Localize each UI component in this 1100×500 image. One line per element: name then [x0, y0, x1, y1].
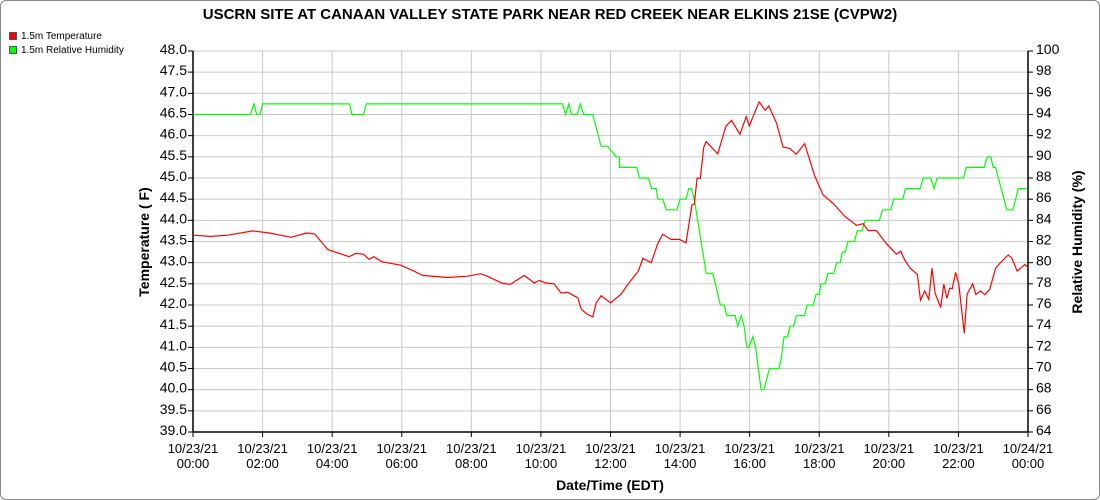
chart-title: USCRN SITE AT CANAAN VALLEY STATE PARK N… — [203, 6, 898, 23]
x-tick-label-date: 10/23/21 — [724, 441, 775, 456]
y-left-tick-label: 43.5 — [160, 232, 187, 248]
y-left-tick-label: 39.5 — [160, 401, 187, 417]
y-left-axis-label: Temperature ( F) — [136, 187, 152, 296]
x-tick-label-time: 08:00 — [455, 456, 488, 471]
x-tick-label-date: 10/23/21 — [794, 441, 845, 456]
y-left-tick-label: 44.5 — [160, 189, 187, 205]
y-left-tick-label: 39.0 — [160, 422, 187, 438]
y-right-tick-label: 68 — [1036, 380, 1052, 396]
x-tick-label-date: 10/23/21 — [516, 441, 567, 456]
y-right-tick-label: 84 — [1036, 210, 1052, 226]
legend-label-temperature: 1.5m Temperature — [21, 30, 102, 42]
y-left-tick-label: 48.0 — [160, 41, 187, 57]
x-tick-label-time: 22:00 — [942, 456, 975, 471]
x-tick-label-date: 10/23/21 — [376, 441, 427, 456]
y-right-tick-label: 76 — [1036, 295, 1052, 311]
y-right-tick-label: 88 — [1036, 168, 1052, 184]
y-right-tick-label: 72 — [1036, 337, 1052, 353]
y-left-tick-label: 41.5 — [160, 316, 187, 332]
y-left-tick-label: 42.5 — [160, 274, 187, 290]
y-right-tick-label: 98 — [1036, 62, 1052, 78]
legend-label-humidity: 1.5m Relative Humidity — [21, 44, 124, 56]
y-right-tick-label: 82 — [1036, 232, 1052, 248]
x-tick-label-time: 00:00 — [177, 456, 210, 471]
legend-item-humidity: 1.5m Relative Humidity — [9, 43, 124, 57]
y-right-axis-label: Relative Humidity (%) — [1069, 170, 1085, 313]
y-left-tick-label: 46.0 — [160, 126, 187, 142]
x-tick-label-date: 10/23/21 — [933, 441, 984, 456]
y-left-tick-label: 45.5 — [160, 147, 187, 163]
x-tick-label-date: 10/23/21 — [168, 441, 219, 456]
y-right-tick-label: 80 — [1036, 253, 1052, 269]
legend-item-temperature: 1.5m Temperature — [9, 29, 124, 43]
x-tick-label-time: 04:00 — [316, 456, 349, 471]
x-tick-label-date: 10/23/21 — [864, 441, 915, 456]
x-tick-label-date: 10/24/21 — [1003, 441, 1054, 456]
y-left-tick-label: 47.0 — [160, 83, 187, 99]
y-left-tick-label: 45.0 — [160, 168, 187, 184]
y-left-tick-label: 43.0 — [160, 253, 187, 269]
y-left-tick-label: 40.5 — [160, 359, 187, 375]
y-right-tick-label: 70 — [1036, 359, 1052, 375]
x-tick-label-date: 10/23/21 — [585, 441, 636, 456]
x-tick-label-time: 02:00 — [246, 456, 279, 471]
x-tick-label-date: 10/23/21 — [446, 441, 497, 456]
x-tick-label-date: 10/23/21 — [307, 441, 358, 456]
x-tick-label-time: 18:00 — [803, 456, 836, 471]
x-tick-label-date: 10/23/21 — [237, 441, 288, 456]
x-tick-label-time: 14:00 — [664, 456, 697, 471]
legend-swatch-temperature — [9, 32, 17, 40]
y-left-tick-label: 46.5 — [160, 105, 187, 121]
y-left-tick-label: 47.5 — [160, 62, 187, 78]
y-right-tick-label: 74 — [1036, 316, 1052, 332]
y-right-tick-label: 86 — [1036, 189, 1052, 205]
x-axis-label: Date/Time (EDT) — [556, 477, 664, 493]
y-right-tick-label: 94 — [1036, 105, 1052, 121]
y-right-tick-label: 64 — [1036, 422, 1052, 438]
y-left-tick-label: 42.0 — [160, 295, 187, 311]
series-line-humidity — [193, 101, 1028, 391]
x-tick-label-time: 16:00 — [733, 456, 766, 471]
x-tick-label-date: 10/23/21 — [655, 441, 706, 456]
y-right-tick-label: 66 — [1036, 401, 1052, 417]
y-right-tick-label: 92 — [1036, 126, 1052, 142]
legend-swatch-humidity — [9, 46, 17, 54]
x-tick-label-time: 20:00 — [873, 456, 906, 471]
x-tick-label-time: 00:00 — [1012, 456, 1045, 471]
y-left-tick-label: 44.0 — [160, 210, 187, 226]
y-right-tick-label: 90 — [1036, 147, 1052, 163]
legend: 1.5m Temperature 1.5m Relative Humidity — [9, 29, 124, 57]
y-right-tick-label: 96 — [1036, 83, 1052, 99]
y-right-tick-label: 100 — [1036, 41, 1060, 57]
y-right-tick-label: 78 — [1036, 274, 1052, 290]
series-line-temperature — [192, 100, 1029, 334]
y-left-tick-label: 41.0 — [160, 337, 187, 353]
y-left-tick-label: 40.0 — [160, 380, 187, 396]
x-tick-label-time: 06:00 — [385, 456, 418, 471]
x-tick-label-time: 10:00 — [525, 456, 558, 471]
x-tick-label-time: 12:00 — [594, 456, 627, 471]
